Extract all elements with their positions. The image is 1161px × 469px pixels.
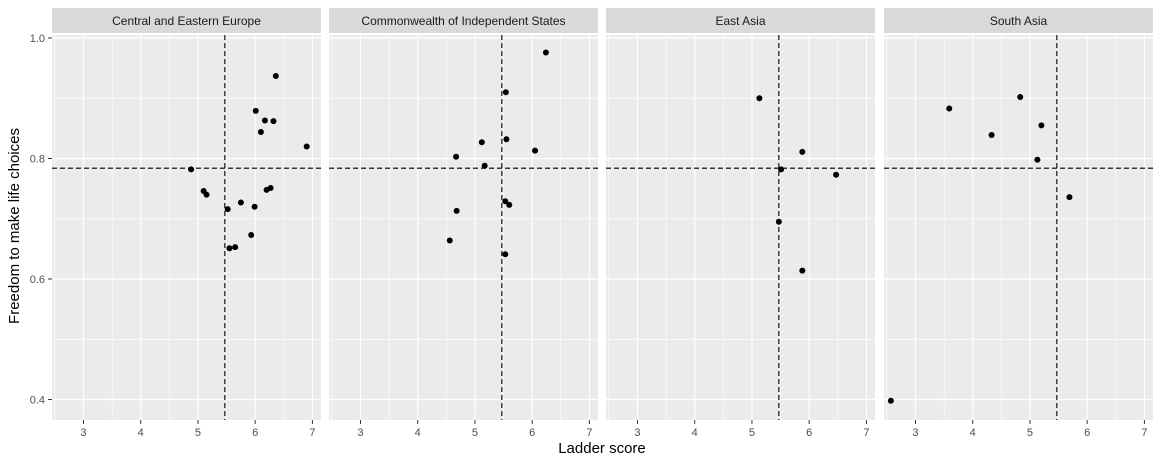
facet-strip: [329, 8, 598, 33]
data-point: [267, 185, 274, 192]
facet-panel: South Asia 3 4 5 6 7: [884, 8, 1153, 439]
data-point: [261, 117, 268, 124]
facet-strip: [606, 8, 875, 33]
facet-panel: Commonwealth of Independent States 3 4 5 6 7: [329, 8, 598, 439]
y-axis: 0.4 0.6 0.8 1.0: [30, 33, 52, 407]
x-tick-label: 4: [970, 427, 976, 439]
data-point: [446, 237, 453, 244]
data-point: [946, 105, 953, 112]
data-point: [887, 397, 894, 404]
facet-strip-label: South Asia: [990, 14, 1048, 28]
data-point: [272, 72, 279, 79]
x-axis-title: Ladder score: [558, 440, 646, 457]
y-tick-label: 0.8: [30, 154, 45, 166]
x-tick-label: 6: [252, 427, 258, 439]
y-axis-title: Freedom to make life choices: [6, 128, 23, 324]
x-tick-label: 3: [80, 427, 86, 439]
data-point: [799, 267, 806, 274]
data-point: [532, 147, 539, 154]
x-tick-label: 7: [863, 427, 869, 439]
data-point: [481, 162, 488, 169]
data-point: [224, 206, 231, 213]
x-tick-label: 4: [692, 427, 698, 439]
facet-strip-label: East Asia: [715, 14, 765, 28]
data-point: [453, 153, 460, 160]
x-tick-label: 6: [1084, 427, 1090, 439]
data-point: [248, 232, 255, 239]
facet-strip: [52, 8, 321, 33]
facet-strip-label: Commonwealth of Independent States: [361, 14, 565, 28]
data-point: [232, 244, 239, 251]
facet-strip-label: Central and Eastern Europe: [112, 14, 261, 28]
data-point: [503, 136, 510, 143]
data-point: [478, 139, 485, 146]
data-point: [251, 203, 258, 210]
y-tick-label: 0.4: [30, 395, 45, 407]
y-tick-label: 0.6: [30, 274, 45, 286]
panel-background: [606, 35, 875, 420]
facet-strip: [884, 8, 1153, 33]
data-point: [188, 166, 195, 173]
data-point: [988, 132, 995, 139]
data-point: [756, 95, 763, 102]
data-point: [542, 49, 549, 56]
panel-background: [329, 35, 598, 420]
data-point: [226, 245, 233, 252]
x-tick-label: 3: [634, 427, 640, 439]
x-tick-label: 6: [806, 427, 812, 439]
data-point: [1034, 156, 1041, 163]
data-point: [778, 166, 785, 173]
data-point: [303, 143, 310, 150]
data-point: [453, 207, 460, 214]
data-point: [1017, 94, 1024, 101]
data-point: [799, 148, 806, 155]
facet-panel: Central and Eastern Europe 3 4 5 6 7: [52, 8, 321, 439]
facet-panel: East Asia 3 4 5 6 7: [606, 8, 875, 439]
x-tick-label: 3: [912, 427, 918, 439]
x-tick-label: 7: [586, 427, 592, 439]
x-tick-label: 5: [472, 427, 478, 439]
data-point: [203, 191, 210, 198]
x-tick-label: 7: [1141, 427, 1147, 439]
x-tick-label: 4: [138, 427, 144, 439]
data-point: [237, 199, 244, 206]
x-tick-label: 3: [357, 427, 363, 439]
x-tick-label: 5: [749, 427, 755, 439]
x-tick-label: 4: [415, 427, 421, 439]
data-point: [502, 251, 509, 258]
data-point: [252, 107, 259, 114]
data-point: [502, 89, 509, 96]
data-point: [506, 201, 513, 208]
x-tick-label: 7: [309, 427, 315, 439]
data-point: [1066, 194, 1073, 201]
data-point: [270, 118, 277, 125]
y-tick-label: 1.0: [30, 33, 45, 45]
x-tick-label: 5: [195, 427, 201, 439]
x-tick-label: 6: [529, 427, 535, 439]
data-point: [502, 198, 509, 205]
panel-background: [52, 35, 321, 420]
data-point: [1038, 122, 1045, 129]
panel-background: [884, 35, 1153, 420]
data-point: [775, 218, 782, 225]
x-tick-label: 5: [1027, 427, 1033, 439]
data-point: [833, 171, 840, 178]
data-point: [257, 129, 264, 136]
